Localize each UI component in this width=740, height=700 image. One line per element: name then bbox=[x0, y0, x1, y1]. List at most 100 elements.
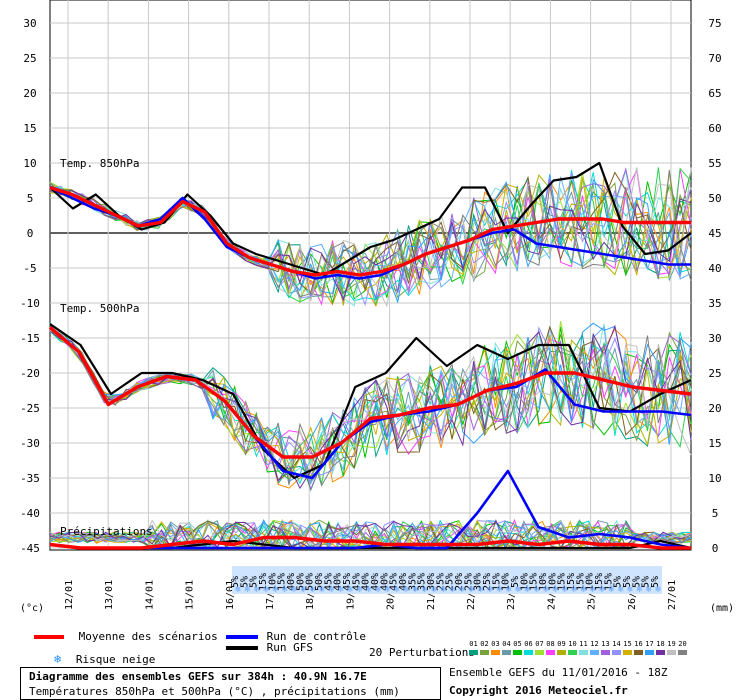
snowflake-icon: ❄ bbox=[534, 585, 540, 595]
right-tick-label: 50 bbox=[708, 192, 721, 205]
snow-risk-value: 15% bbox=[491, 573, 502, 591]
left-tick-label: 30 bbox=[23, 17, 36, 30]
perturbation-850-line bbox=[49, 182, 692, 299]
x-tick-label: 13/01 bbox=[104, 580, 115, 610]
main-series bbox=[48, 161, 692, 550]
legend-mean-swatch bbox=[34, 635, 64, 639]
perturb-key-swatch bbox=[568, 650, 577, 655]
snowflake-icon: ❄ bbox=[357, 585, 363, 595]
perturb-key-item: 17 bbox=[644, 640, 655, 655]
right-tick-label: 30 bbox=[708, 332, 721, 345]
right-tick-label: 70 bbox=[708, 52, 721, 65]
left-unit: (°c) bbox=[20, 603, 44, 614]
legend-mean: Moyenne des scénarios bbox=[34, 630, 218, 643]
t850-gfs-line bbox=[49, 161, 692, 277]
perturb-key-item: 13 bbox=[600, 640, 611, 655]
snow-risk-value: 45% bbox=[389, 573, 400, 591]
perturb-key-swatch bbox=[524, 650, 533, 655]
snow-risk-value: 25% bbox=[445, 573, 456, 591]
snow-risk-value: 5% bbox=[622, 576, 633, 588]
perturb-key-number: 04 bbox=[502, 640, 511, 648]
perturb-key-number: 06 bbox=[524, 640, 533, 648]
right-tick-label: 55 bbox=[708, 157, 721, 170]
right-tick-label: 0 bbox=[712, 542, 719, 555]
x-tick-label: 12/01 bbox=[64, 580, 75, 610]
perturb-key-item: 20 bbox=[677, 640, 688, 655]
snowflake-icon: ❄ bbox=[394, 585, 400, 595]
legend-gfs-label: Run GFS bbox=[266, 641, 313, 654]
x-tick-label: 21/01 bbox=[426, 580, 437, 610]
perturb-key-item: 01 bbox=[468, 640, 479, 655]
snow-risk-value: 50% bbox=[295, 573, 306, 591]
x-tick-label: 26/01 bbox=[627, 580, 638, 610]
snowflake-icon: ❄ bbox=[245, 585, 251, 595]
snowflake-icon: ❄ bbox=[627, 585, 633, 595]
x-tick-label: 15/01 bbox=[185, 580, 196, 610]
perturb-key-swatch bbox=[469, 650, 478, 655]
perturb-key-swatch bbox=[645, 650, 654, 655]
snow-risk-value: 10% bbox=[501, 573, 512, 591]
legend-mean-label: Moyenne des scénarios bbox=[78, 630, 218, 643]
snow-risk-value: 15% bbox=[529, 573, 540, 591]
snowflake-icon: ❄ bbox=[422, 585, 428, 595]
x-tick-label: 17/01 bbox=[265, 580, 276, 610]
perturbation-precip-line bbox=[49, 519, 692, 550]
right-tick-label: 35 bbox=[708, 297, 721, 310]
perturb-key-item: 04 bbox=[501, 640, 512, 655]
perturb-key-number: 14 bbox=[612, 640, 621, 648]
snowflake-icon: ❄ bbox=[310, 585, 316, 595]
perturb-key-number: 19 bbox=[667, 640, 676, 648]
right-tick-label: 10 bbox=[708, 472, 721, 485]
snow-risk-value: 10% bbox=[267, 573, 278, 591]
perturb-key-number: 09 bbox=[557, 640, 566, 648]
plot-frame bbox=[49, 0, 692, 551]
snow-risk-value: 10% bbox=[547, 573, 558, 591]
perturbation-500-line bbox=[49, 330, 692, 487]
snow-risk-value: 15% bbox=[594, 573, 605, 591]
snowflake-icon: ❄ bbox=[487, 585, 493, 595]
right-tick-label: 5 bbox=[712, 507, 719, 520]
left-tick-label: -10 bbox=[20, 297, 40, 310]
snowflake-icon: ❄ bbox=[599, 585, 605, 595]
snow-risk-value: 40% bbox=[361, 573, 372, 591]
perturbation-precip-line bbox=[49, 521, 692, 550]
snow-risk-value: 15% bbox=[557, 573, 568, 591]
perturb-key-item: 12 bbox=[589, 640, 600, 655]
x-tick-label: 27/01 bbox=[667, 580, 678, 610]
perturb-key-swatch bbox=[601, 650, 610, 655]
left-tick-label: -5 bbox=[23, 262, 36, 275]
right-tick-label: 75 bbox=[708, 17, 721, 30]
footer-run: Ensemble GEFS du 11/01/2016 - 18Z bbox=[449, 666, 668, 679]
snowflake-icon: ❄ bbox=[291, 585, 297, 595]
snowflake-icon: ❄ bbox=[301, 585, 307, 595]
perturbation-500-line bbox=[49, 325, 692, 482]
snowflake-icon: ❄ bbox=[263, 585, 269, 595]
snow-risk-value: 50% bbox=[314, 573, 325, 591]
perturb-key-item: 03 bbox=[490, 640, 501, 655]
snowflake-icon: ❄ bbox=[273, 585, 279, 595]
snowflake-icon: ❄ bbox=[581, 585, 587, 595]
snow-risk-value: 5% bbox=[613, 576, 624, 588]
perturb-key-swatch bbox=[667, 650, 676, 655]
right-tick-label: 20 bbox=[708, 402, 721, 415]
snow-risk-value: 45% bbox=[351, 573, 362, 591]
snowflake-icon: ❄ bbox=[413, 585, 419, 595]
perturb-key-swatch bbox=[480, 650, 489, 655]
snow-risk-value: 15% bbox=[575, 573, 586, 591]
right-tick-label: 40 bbox=[708, 262, 721, 275]
x-tick-label: 18/01 bbox=[305, 580, 316, 610]
t850-mean-line bbox=[49, 185, 691, 277]
perturb-key-number: 20 bbox=[678, 640, 687, 648]
snowflake-icon: ❄ bbox=[319, 585, 325, 595]
legend-control: Run de contrôle bbox=[226, 630, 366, 643]
precip-mean-line bbox=[49, 535, 691, 550]
snow-risk-value: 5% bbox=[650, 576, 661, 588]
snow-risk-value: 40% bbox=[398, 573, 409, 591]
perturb-key-item: 05 bbox=[512, 640, 523, 655]
right-tick-label: 25 bbox=[708, 367, 721, 380]
perturbation-500-line bbox=[49, 330, 692, 468]
t850-control-line bbox=[49, 186, 691, 280]
perturb-key-item: 14 bbox=[611, 640, 622, 655]
label-precipitations: Précipitations bbox=[60, 525, 153, 538]
